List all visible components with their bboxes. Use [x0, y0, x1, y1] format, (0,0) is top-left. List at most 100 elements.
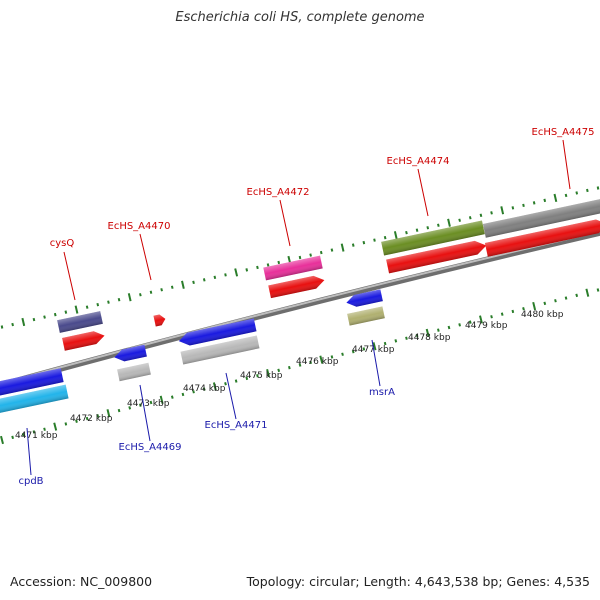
feature-msrA-cds	[346, 289, 383, 307]
backbone	[0, 229, 600, 389]
bottom-tick-row-tick	[362, 347, 366, 351]
bottom-tick-row-tick	[522, 307, 525, 311]
tick-label: 4479 kbp	[465, 321, 508, 331]
feature-A4475-cog	[482, 198, 600, 238]
top-tick-row-tick	[11, 322, 14, 327]
top-tick-row-tick	[32, 317, 36, 322]
feature-cpdB-cog	[0, 384, 69, 416]
label-layer: 4471 kbp 4472 kbp 4473 kbp 4474 kbp 4475 kbp…	[15, 127, 594, 487]
top-tick-row-tick	[393, 231, 398, 240]
top-tick-row-tick	[64, 310, 68, 314]
tick-label: 4474 kbp	[183, 384, 226, 394]
top-tick-row-tick	[266, 263, 270, 267]
bottom-tick-row-tick	[554, 299, 557, 303]
bottom-tick-row-tick	[415, 333, 419, 338]
tick-label: 4475 kbp	[240, 371, 283, 381]
top-tick-row-tick	[405, 230, 408, 235]
bottom-tick-row-tick	[383, 341, 387, 346]
top-tick-row-tick	[415, 228, 419, 232]
gene-label-msrA: msrA	[369, 387, 395, 398]
cysQ-cds-shading	[62, 331, 105, 351]
top-tick-row-tick	[532, 201, 536, 205]
map-title: Escherichia coli HS, complete genome	[175, 10, 425, 25]
bottom-tick-row-tick	[224, 382, 227, 386]
top-tick-row-tick	[53, 312, 57, 317]
top-tick-row-tick	[553, 193, 558, 203]
top-tick-row-tick	[330, 248, 334, 252]
feature-A4470-cds	[153, 314, 166, 327]
top-tick-row-tick	[149, 290, 153, 294]
feature-A4471-cds	[178, 318, 257, 346]
bottom-tick-row-tick	[341, 352, 344, 356]
top-tick-row-tick	[319, 250, 323, 255]
msrA-cog-shading	[347, 306, 385, 326]
bottom-tick-row-tick	[532, 301, 537, 311]
bottom-tick-row-tick	[585, 288, 590, 297]
tick-label: 4471 kbp	[15, 431, 58, 441]
top-tick-row-tick	[500, 206, 505, 215]
leader-line-EcHS_A4474	[417, 168, 429, 217]
top-tick-row-tick	[522, 203, 525, 208]
top-tick-row-tick	[127, 293, 132, 302]
feature-A4474-cds	[386, 240, 487, 274]
tick-marks	[0, 186, 600, 445]
top-tick-row-tick	[426, 226, 430, 230]
feature-A4474-cog	[381, 220, 485, 256]
top-tick-row-tick	[170, 285, 174, 289]
bottom-tick-row-tick	[372, 342, 377, 351]
leader-line-cysQ	[63, 251, 76, 301]
bottom-tick-row-tick	[596, 288, 600, 292]
bottom-tick-row-tick	[234, 379, 238, 383]
cpdB-cds-shading	[0, 368, 64, 396]
leader-line-cpdB	[26, 427, 32, 476]
top-tick-row-tick	[85, 305, 89, 309]
bottom-tick-row-tick	[500, 312, 504, 316]
leader-line-EcHS_A4469	[139, 384, 151, 442]
bottom-tick-row-tick	[64, 422, 68, 426]
bottom-tick-row-tick	[266, 368, 270, 378]
leader-line-EcHS_A4471	[225, 372, 237, 420]
bottom-tick-row-tick	[117, 408, 121, 413]
top-tick-row-tick	[160, 288, 163, 292]
genome-summary: Topology: circular; Length: 4,643,538 bp…	[246, 574, 590, 589]
backbone-line	[0, 229, 600, 389]
gene-label-EcHS_A4470: EcHS_A4470	[108, 221, 171, 232]
bottom-tick-row-tick	[32, 430, 36, 434]
tick-label: 4473 kbp	[127, 399, 170, 409]
bottom-tick-row-tick	[0, 435, 4, 445]
bottom-tick-row-tick	[575, 293, 579, 298]
bottom-tick-row-tick	[21, 432, 25, 437]
bottom-tick-row-tick	[149, 400, 153, 405]
top-tick-row-tick	[468, 216, 472, 220]
top-tick-row-tick	[107, 300, 110, 304]
bottom-tick-row-tick	[181, 392, 185, 397]
A4474-cog-shading	[381, 220, 485, 256]
bottom-tick-row-tick	[479, 315, 483, 324]
leader-line-msrA	[371, 339, 381, 387]
bottom-tick-row-tick	[543, 301, 547, 306]
feature-A4469-cds	[114, 344, 147, 362]
bottom-tick-row-tick	[75, 419, 78, 423]
top-tick-row-tick	[213, 275, 217, 280]
bottom-tick-row-tick	[564, 296, 568, 300]
bottom-tick-row-tick	[458, 323, 461, 327]
top-tick-row-tick	[0, 325, 4, 329]
feature-track	[0, 198, 600, 416]
bottom-tick-row-tick	[490, 315, 493, 319]
bottom-tick-row-tick	[309, 360, 312, 365]
top-tick-row-tick	[192, 280, 195, 285]
top-tick-row-tick	[245, 268, 249, 272]
top-tick-row-tick	[234, 268, 239, 277]
top-tick-row-tick	[586, 188, 589, 193]
cpdB-cog-shading	[0, 384, 69, 416]
bottom-tick-row-tick	[298, 363, 302, 367]
tick-label: 4472 kbp	[70, 414, 113, 424]
bottom-tick-row-tick	[256, 374, 259, 378]
feature-cysQ-cds	[62, 331, 105, 351]
bottom-tick-row-tick	[202, 387, 206, 391]
bottom-tick-row-tick	[192, 390, 195, 394]
bottom-tick-row-tick	[437, 328, 440, 332]
top-tick-row-tick	[181, 280, 185, 289]
bottom-tick-row-tick	[96, 414, 100, 418]
